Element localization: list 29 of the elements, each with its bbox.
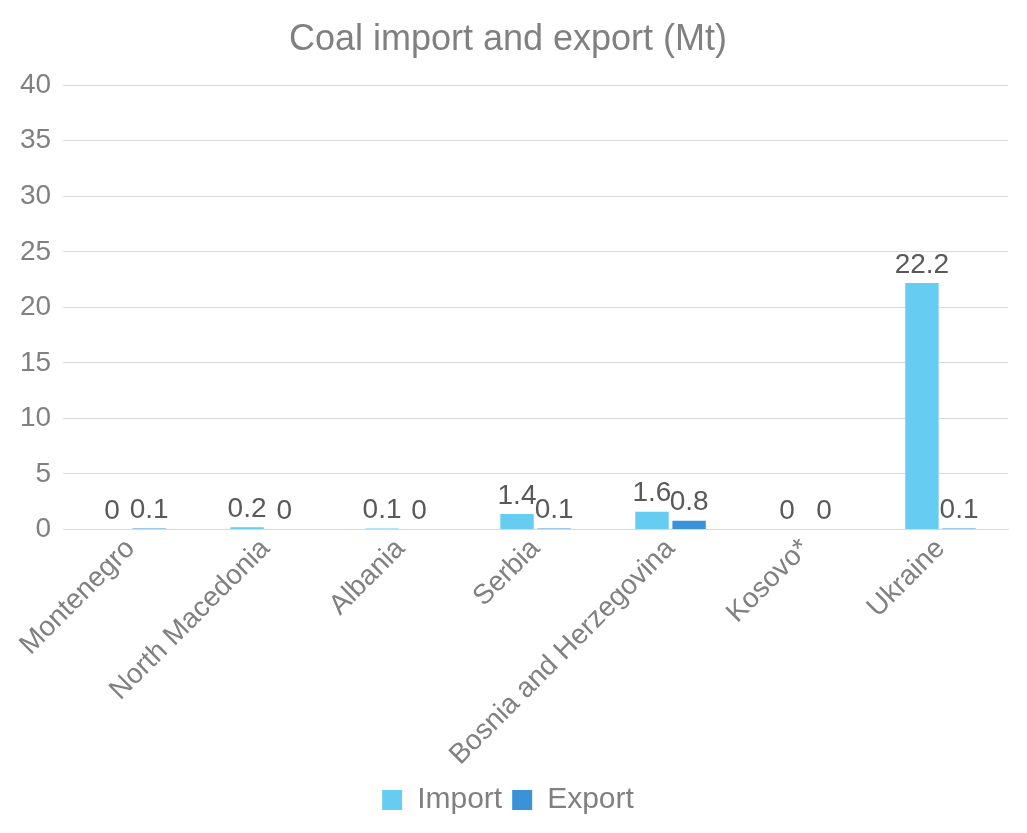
bar — [905, 282, 939, 530]
data-label: 0.1 — [362, 493, 402, 525]
y-tick-label: 35 — [19, 123, 52, 155]
data-label: 1.4 — [497, 478, 537, 510]
y-tick-label: 20 — [19, 290, 52, 322]
y-tick-label: 40 — [19, 67, 52, 99]
y-tick-label: 0 — [35, 512, 52, 544]
data-label: 0 — [276, 494, 292, 526]
data-label: 22.2 — [894, 247, 950, 279]
bar — [500, 513, 534, 530]
y-tick-label: 10 — [19, 401, 52, 433]
data-label: 0.2 — [227, 492, 267, 524]
y-tick-label: 15 — [19, 345, 52, 377]
data-label: 0.8 — [669, 485, 709, 517]
data-label: 0 — [411, 494, 427, 526]
y-tick-label: 30 — [19, 179, 52, 210]
chart-title: Coal import and export (Mt) — [288, 16, 728, 58]
data-label: 0.1 — [939, 493, 979, 525]
data-label: 1.6 — [632, 476, 672, 508]
legend-label: Import — [417, 781, 503, 815]
bar — [635, 511, 669, 530]
bar — [672, 520, 706, 530]
data-label: 0 — [779, 494, 795, 526]
y-tick-label: 5 — [35, 456, 52, 488]
data-label: 0 — [816, 494, 832, 526]
data-label: 0 — [104, 494, 120, 526]
y-tick-label: 25 — [19, 234, 52, 266]
data-label: 0.1 — [129, 493, 169, 525]
legend-label: Export — [547, 781, 635, 815]
